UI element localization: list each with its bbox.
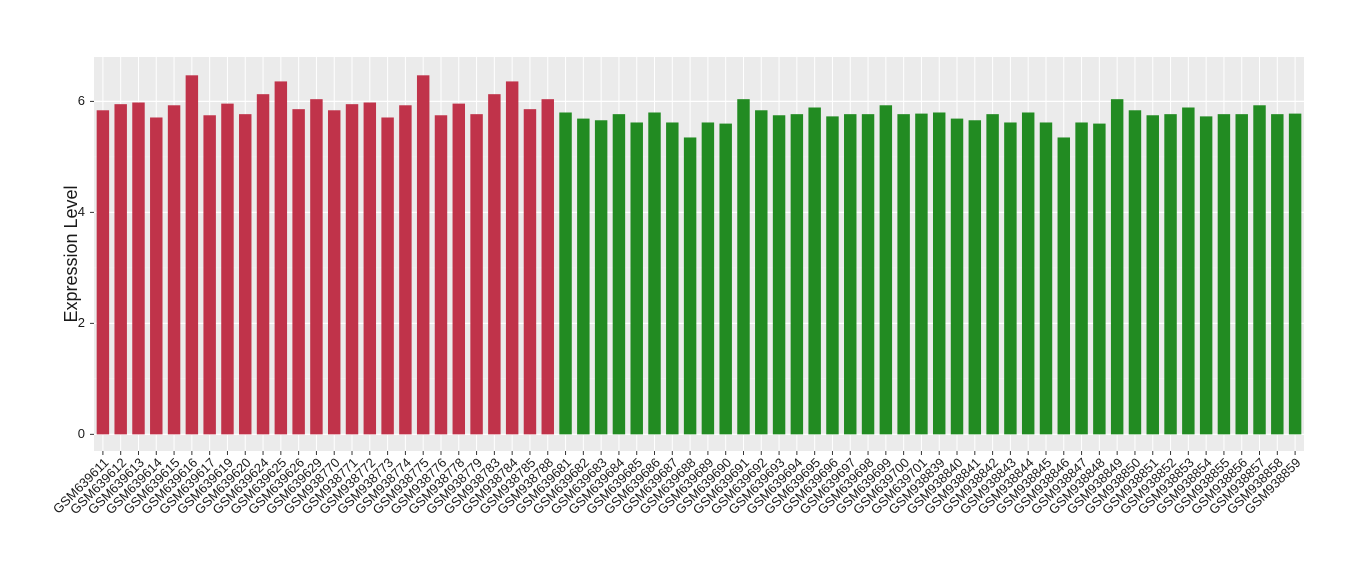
bar <box>950 118 964 435</box>
bar <box>1093 123 1106 435</box>
bar <box>968 120 982 435</box>
bar <box>1039 122 1053 435</box>
bar <box>203 115 216 435</box>
bar <box>932 112 946 435</box>
bar <box>1182 107 1195 435</box>
bar <box>701 122 715 435</box>
bar <box>1164 114 1177 435</box>
bar <box>434 115 448 435</box>
bar <box>1288 113 1302 435</box>
bar <box>772 115 786 435</box>
bar <box>523 109 537 435</box>
bar <box>915 113 928 435</box>
bar <box>755 110 768 435</box>
bar <box>381 117 394 435</box>
bar <box>345 104 359 435</box>
bar <box>630 122 643 435</box>
bar <box>488 94 501 435</box>
bar <box>310 99 323 435</box>
bar <box>185 75 199 435</box>
bar <box>648 112 661 435</box>
bar <box>594 120 608 435</box>
bar <box>897 114 910 435</box>
bar <box>737 99 750 435</box>
bar <box>399 105 412 435</box>
bar <box>1146 115 1159 435</box>
bar <box>274 81 288 435</box>
bar <box>844 114 857 435</box>
bar <box>1217 114 1231 435</box>
bar <box>114 104 127 435</box>
bar <box>790 114 804 435</box>
bar <box>96 110 110 435</box>
bar <box>683 137 697 435</box>
bar <box>577 118 590 435</box>
bar <box>239 114 252 435</box>
bar <box>150 117 163 435</box>
bar <box>808 107 821 435</box>
bar <box>292 109 305 435</box>
bar <box>986 114 999 435</box>
bar <box>167 105 181 435</box>
bar <box>541 99 554 435</box>
bar <box>1253 105 1266 435</box>
bar <box>363 102 377 435</box>
bar <box>505 81 519 435</box>
bar <box>666 122 679 435</box>
bar <box>719 123 732 435</box>
bar <box>612 114 626 435</box>
bar <box>1128 110 1142 435</box>
bar <box>1110 99 1124 435</box>
bar <box>1021 112 1035 435</box>
bar <box>327 110 341 435</box>
bar <box>1075 122 1088 435</box>
bar <box>1004 122 1017 435</box>
bar <box>256 94 270 435</box>
y-axis-title: Expression Level <box>61 185 81 322</box>
bar <box>1235 114 1248 435</box>
bar <box>470 114 483 435</box>
bar <box>452 103 466 435</box>
bar <box>861 114 875 435</box>
y-tick-label: 4 <box>78 204 85 219</box>
bar <box>1057 137 1071 435</box>
bar <box>879 105 893 435</box>
bar <box>221 103 234 435</box>
bar <box>1271 114 1284 435</box>
bar <box>416 75 430 435</box>
bar <box>826 116 839 435</box>
y-tick-label: 0 <box>78 426 85 441</box>
y-tick-label: 6 <box>78 93 85 108</box>
y-tick-label: 2 <box>78 315 85 330</box>
bar <box>559 112 572 435</box>
bar <box>1199 116 1213 435</box>
bar <box>132 102 145 435</box>
